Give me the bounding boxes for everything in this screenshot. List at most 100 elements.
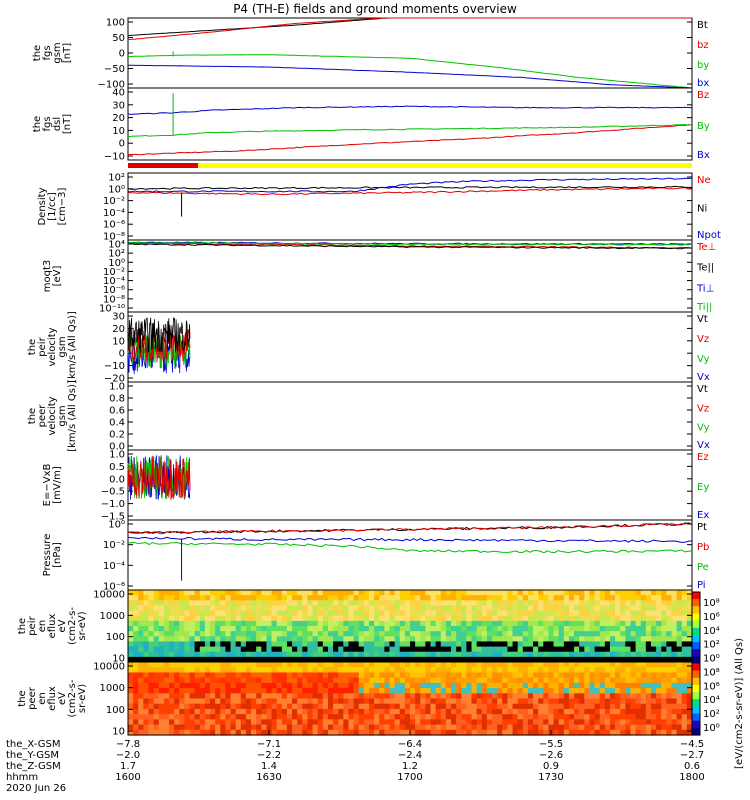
legend-pressure-0: Pt xyxy=(697,522,707,533)
ylabel: en xyxy=(37,620,48,633)
ytick-label: 0.4 xyxy=(109,418,125,429)
mode-bar-fast xyxy=(198,163,692,168)
ylabel: [km/s (All Qs)] xyxy=(67,380,78,452)
ytick-label: 10⁰ xyxy=(108,184,125,195)
ytick-label: 0.5 xyxy=(109,462,125,473)
ytick-label: −20 xyxy=(104,374,125,385)
ytick-label: 10⁻⁴ xyxy=(103,276,125,287)
ylabel: peer xyxy=(37,404,48,428)
ephemeris-value: 0.6 xyxy=(684,761,700,772)
legend-pressure-3: Pi xyxy=(697,580,706,591)
legend-peir_velocity-2: Vy xyxy=(697,354,710,365)
frame-fgs_dsl xyxy=(127,87,693,161)
legend-peer_velocity-3: Vx xyxy=(697,440,710,451)
frame-fgs_gsm xyxy=(127,17,693,89)
panel-peer_velocity xyxy=(127,381,693,451)
ylabel: [cm−3] xyxy=(57,188,68,226)
ylabel: E=−VxB xyxy=(42,464,53,507)
series-fgs_gsm-1 xyxy=(127,17,692,41)
ephemeris-value: 1630 xyxy=(256,772,281,783)
ephemeris-value: −2.6 xyxy=(539,750,563,761)
ylabel: (cm2-s- xyxy=(67,679,78,717)
ytick-label: 10⁻² xyxy=(103,540,125,551)
legend-temperature-0: Te⊥ xyxy=(696,242,716,253)
colorbar-tick: 10² xyxy=(703,640,720,651)
panel-peir_eflux xyxy=(127,589,693,663)
mode-bar-slow xyxy=(128,163,198,168)
ephemeris-value: 1800 xyxy=(679,772,704,783)
ephemeris-value: −7.1 xyxy=(257,739,281,750)
ylabel: the xyxy=(32,45,43,61)
series-fgs_dsl-1 xyxy=(127,124,693,138)
ylabel: the xyxy=(27,339,38,355)
plot-title: P4 (TH-E) fields and ground moments over… xyxy=(233,2,517,16)
legend-peir_velocity-0: Vt xyxy=(697,314,708,325)
ylabel: [nT] xyxy=(62,114,73,134)
ylabel: eV xyxy=(57,619,68,632)
ylabel: the xyxy=(32,116,43,132)
series-fgs_gsm-3 xyxy=(127,64,693,89)
colorbar-tick: 10² xyxy=(703,709,720,720)
legend-pressure-2: Pe xyxy=(697,562,709,573)
series-fgs_gsm-2 xyxy=(127,54,693,89)
ytick-label: 1000 xyxy=(100,683,125,694)
legend-fgs_gsm-1: bz xyxy=(697,40,709,51)
legend-temperature-1: Te|| xyxy=(696,263,714,274)
frame-peer_velocity xyxy=(127,381,693,451)
ylabel: velocity xyxy=(47,396,58,435)
ylabel: [nT] xyxy=(62,43,73,63)
series-pressure-2 xyxy=(127,541,693,554)
panel-efield xyxy=(127,449,693,521)
legend-temperature-3: Ti|| xyxy=(696,302,712,313)
burst-efield-2 xyxy=(127,455,191,501)
frame-efield xyxy=(127,449,693,521)
ephemeris-value: −6.4 xyxy=(398,739,422,750)
ylabel: gsm xyxy=(57,405,68,426)
ytick-label: 10² xyxy=(108,249,125,260)
ylabel: en xyxy=(37,692,48,705)
legend-pressure-1: Pb xyxy=(697,542,709,553)
ytick-label: −100 xyxy=(98,80,125,91)
ylabel: dsl xyxy=(52,117,63,131)
legend-fgs_gsm-3: bx xyxy=(697,78,709,89)
ylabel: sr-eV) xyxy=(77,684,88,713)
colorbar-tick: 10⁰ xyxy=(703,654,720,665)
ytick-label: 10⁻⁶ xyxy=(103,285,125,296)
ephemeris-value: 1730 xyxy=(538,772,563,783)
legend-peir_velocity-1: Vz xyxy=(697,334,709,345)
ylabel: [eV] xyxy=(52,266,63,287)
ephemeris-value: 1700 xyxy=(397,772,422,783)
legend-fgs_dsl-0: Bz xyxy=(697,90,709,101)
ytick-label: 10⁻⁸ xyxy=(103,294,125,305)
legend-fgs_dsl-2: Bx xyxy=(697,150,710,161)
panel-peir_velocity xyxy=(127,311,693,383)
legend-density-2: Npot xyxy=(697,230,721,241)
legend-fgs_dsl-1: By xyxy=(697,121,710,132)
ylabel: eflux xyxy=(47,686,58,711)
legend-efield-1: Ey xyxy=(697,482,709,493)
ephemeris-label: the_Y-GSM xyxy=(6,750,59,761)
ytick-label: −1.0 xyxy=(101,499,125,510)
legend-efield-0: Ez xyxy=(697,452,709,463)
series-density-1 xyxy=(127,185,692,190)
series-temperature-0 xyxy=(128,242,693,249)
legend-density-0: Ne xyxy=(697,175,711,186)
colorbar-tick: 10⁸ xyxy=(703,667,720,678)
colorbar-tick: 10⁶ xyxy=(703,681,720,692)
ephemeris-value: −4.5 xyxy=(680,739,704,750)
ylabel: the xyxy=(17,618,28,634)
ylabel: (cm2-s- xyxy=(67,607,78,645)
ytick-label: 0 xyxy=(119,49,125,60)
series-fgs_dsl-2 xyxy=(127,105,693,115)
colorbar-tick: 10⁴ xyxy=(703,695,720,706)
series-temperature-1 xyxy=(128,243,693,250)
ytick-label: 0.6 xyxy=(109,406,125,417)
ytick-label: 10⁻¹⁰ xyxy=(99,304,125,315)
ytick-label: 10 xyxy=(112,126,125,137)
ephemeris-label: hhmm xyxy=(6,772,38,783)
panel-fgs_dsl xyxy=(127,87,693,161)
ephemeris-value: −5.5 xyxy=(539,739,563,750)
legend-density-1: Ni xyxy=(697,204,707,215)
ytick-label: 10⁻⁶ xyxy=(103,582,125,593)
